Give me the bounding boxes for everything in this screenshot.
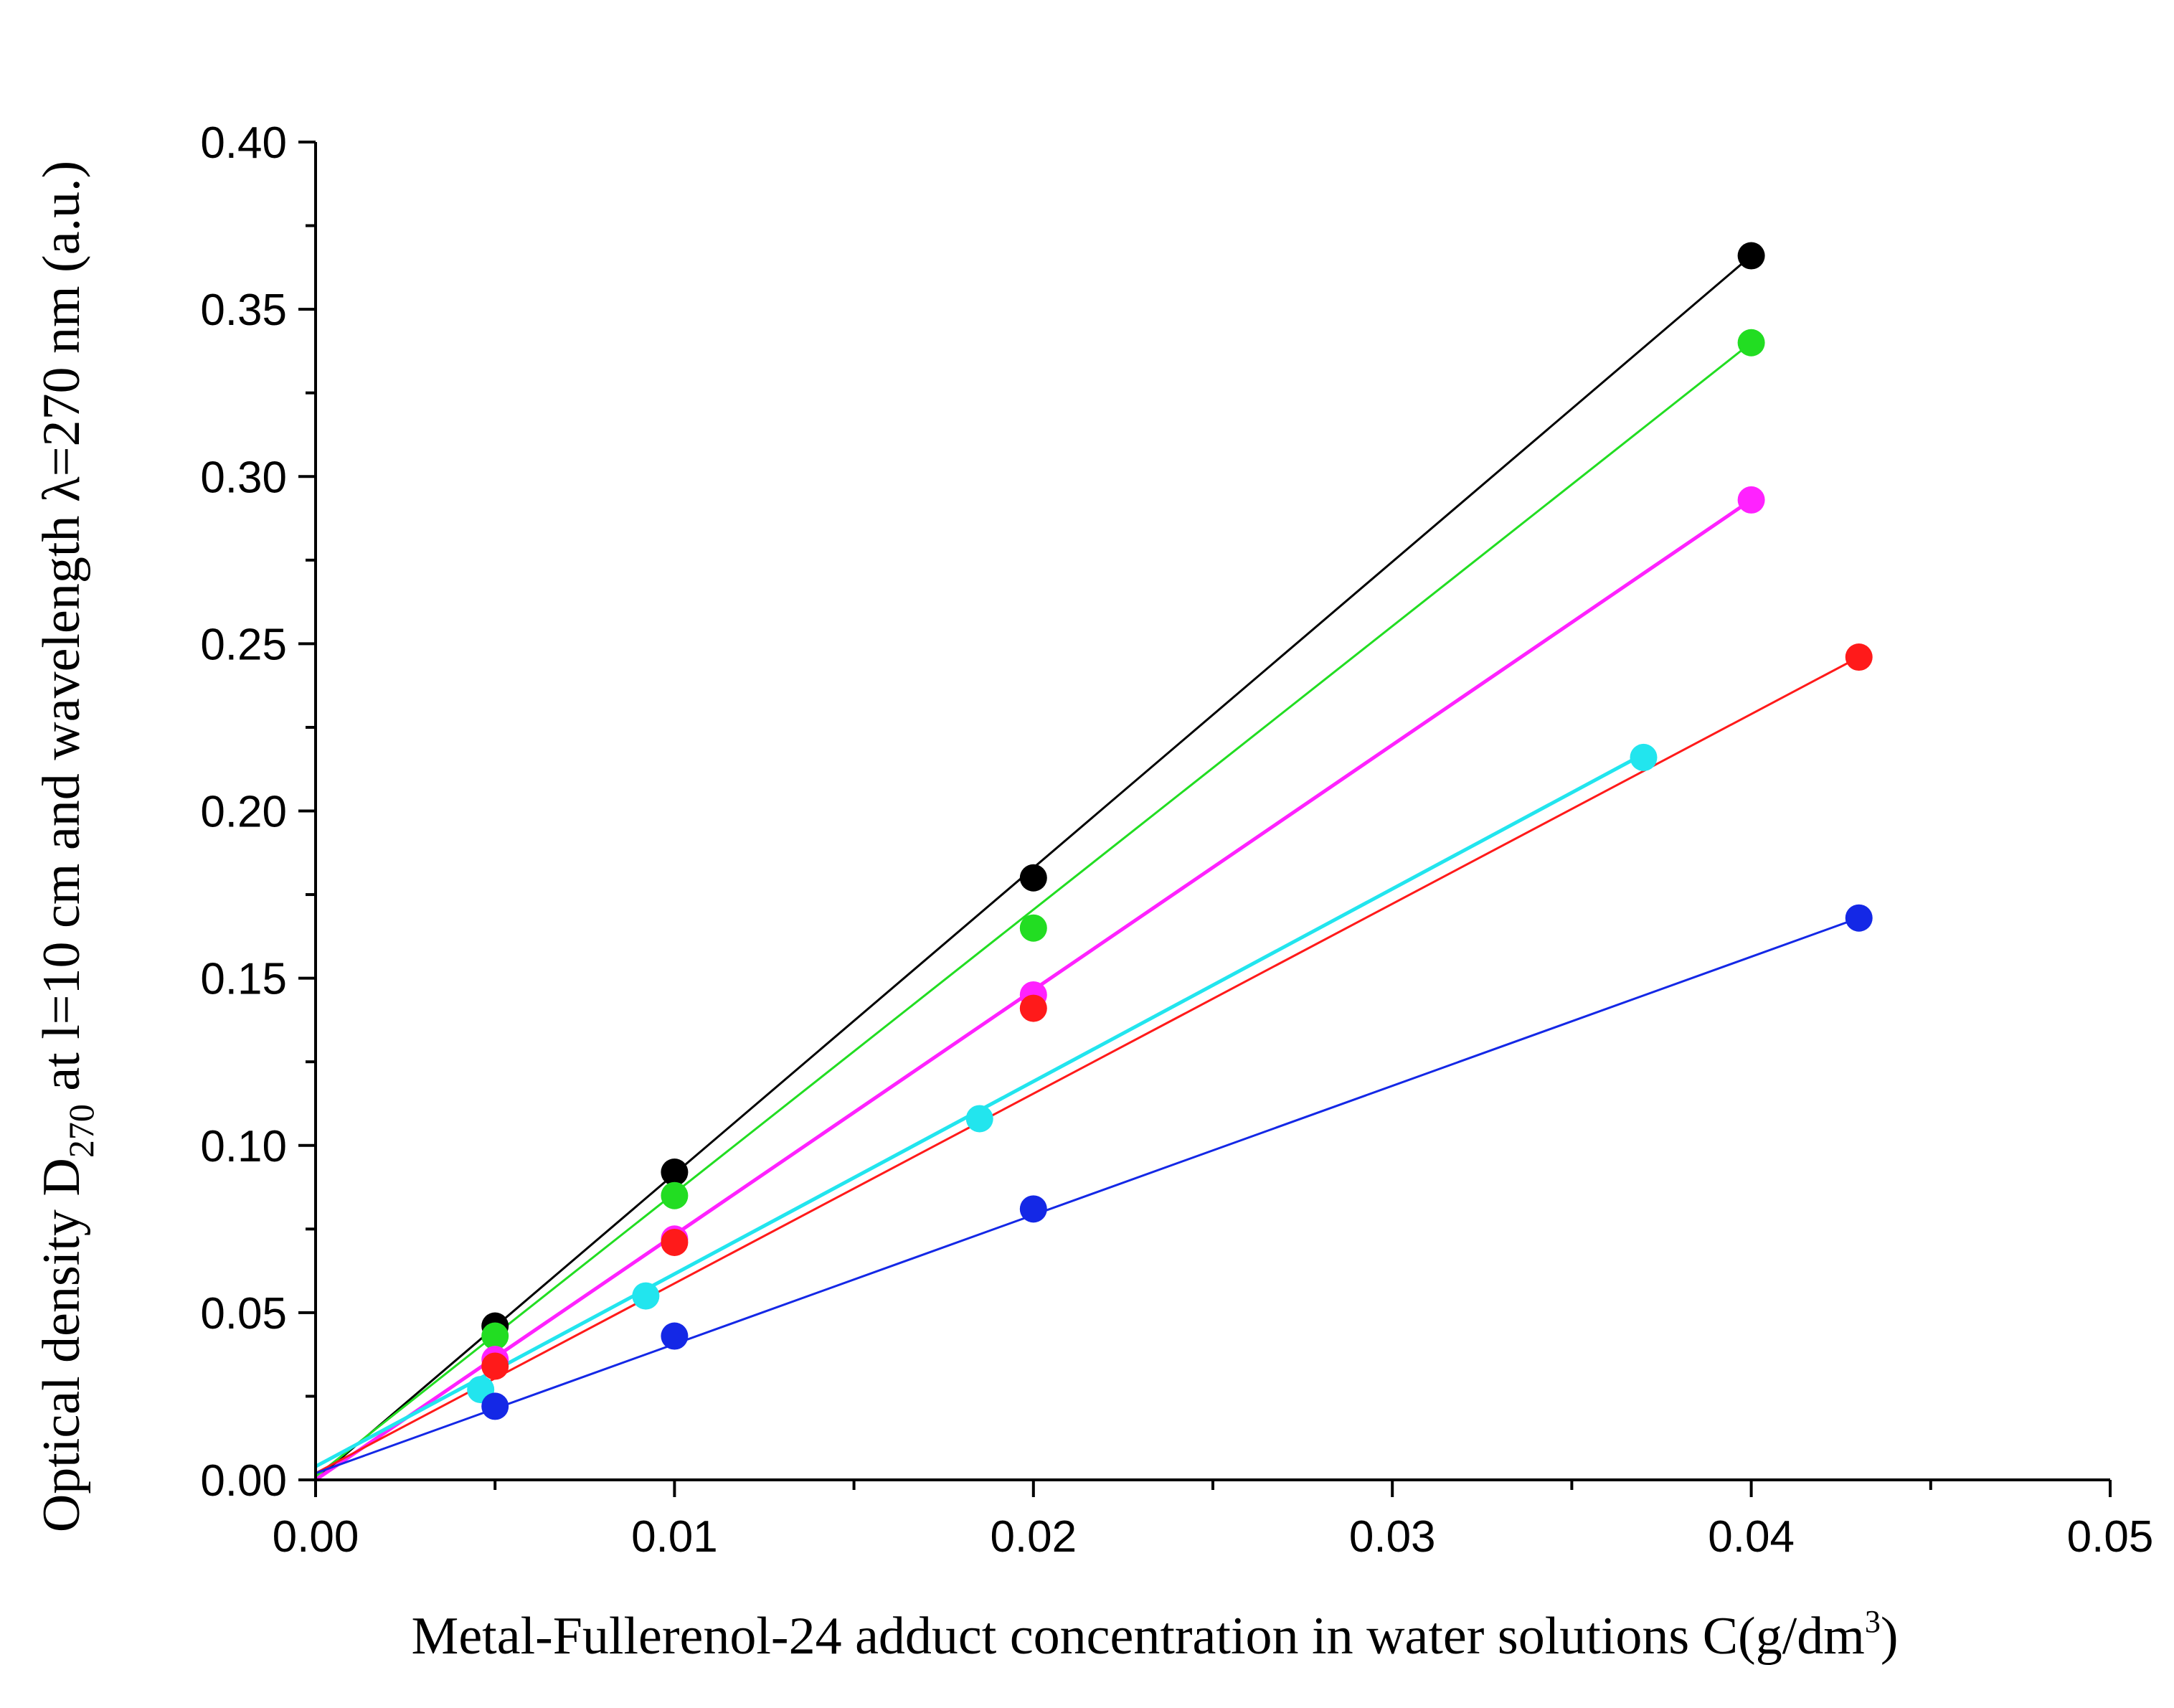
data-point-red xyxy=(481,1352,509,1380)
data-point-blue xyxy=(1845,904,1873,932)
y-axis-title-sub: 270 xyxy=(61,1104,101,1158)
y-axis-title: Optical density D270 at l=10 cm and wave… xyxy=(32,161,101,1532)
y-tick-label: 0.35 xyxy=(200,286,287,335)
data-point-red xyxy=(1019,994,1047,1022)
y-tick-label: 0.40 xyxy=(200,118,287,168)
x-tick-label: 0.01 xyxy=(631,1512,718,1562)
y-tick-label: 0.30 xyxy=(200,453,287,502)
x-tick-label: 0.03 xyxy=(1349,1512,1436,1562)
data-point-cyan xyxy=(1630,743,1658,771)
x-tick-label: 0.00 xyxy=(273,1512,359,1562)
data-point-magenta xyxy=(1737,486,1765,514)
y-tick-label: 0.25 xyxy=(200,620,287,669)
y-axis-title-prefix: Optical density D xyxy=(32,1158,91,1532)
fit-line-red xyxy=(315,656,1860,1475)
y-tick-label: 0.20 xyxy=(200,788,287,837)
data-point-green xyxy=(1737,329,1765,357)
data-point-cyan xyxy=(965,1105,993,1133)
fit-line-blue xyxy=(315,917,1860,1475)
data-points xyxy=(467,242,1873,1420)
data-point-red xyxy=(661,1228,689,1256)
axes xyxy=(314,142,2110,1481)
y-tick-label: 0.05 xyxy=(200,1289,287,1339)
fit-line-green xyxy=(315,341,1752,1478)
data-point-blue xyxy=(661,1322,689,1350)
data-point-green xyxy=(1019,914,1047,942)
data-point-green xyxy=(661,1181,689,1209)
y-tick-label: 0.10 xyxy=(200,1122,287,1171)
x-tick-label: 0.02 xyxy=(990,1512,1077,1562)
data-point-black xyxy=(1019,864,1047,892)
x-tick-label: 0.04 xyxy=(1708,1512,1795,1562)
ticks: 0.00 0.01 0.02 0.03 0.04 0.05 0.00 0.05 0.10 0.15… xyxy=(200,118,2153,1562)
x-axis-title-sup: 3 xyxy=(1865,1604,1881,1639)
data-point-green xyxy=(481,1322,509,1350)
x-axis-title-tail: ) xyxy=(1881,1607,1899,1666)
data-point-black xyxy=(1737,242,1765,270)
data-point-cyan xyxy=(632,1282,660,1310)
data-point-blue xyxy=(1019,1195,1047,1223)
y-tick-label: 0.00 xyxy=(200,1456,287,1506)
x-axis-title-main: Metal-Fullerenol-24 adduct concentration… xyxy=(412,1607,1865,1666)
data-point-red xyxy=(1845,643,1873,671)
data-point-black xyxy=(661,1159,689,1186)
fit-lines xyxy=(314,255,1860,1482)
y-tick-label: 0.15 xyxy=(200,955,287,1004)
x-axis-title: Metal-Fullerenol-24 adduct concentration… xyxy=(412,1604,1899,1666)
y-axis-title-suffix: at l=10 cm and wavelength λ=270 nm (a.u.… xyxy=(32,161,91,1104)
data-point-blue xyxy=(481,1392,509,1420)
x-tick-label: 0.05 xyxy=(2067,1512,2154,1562)
